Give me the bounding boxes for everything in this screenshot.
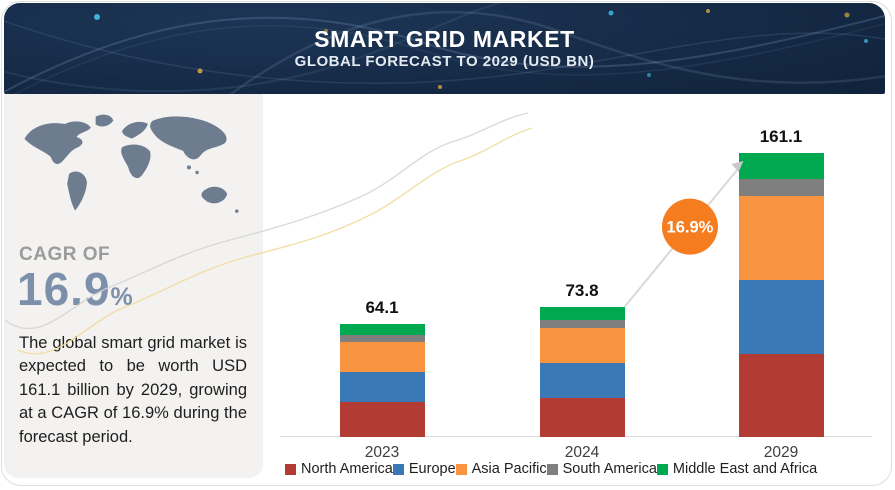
bar-segment-north-america xyxy=(339,401,425,437)
legend-label: North America xyxy=(301,461,393,477)
bar-segment-north-america xyxy=(539,398,625,437)
page-title: SMART GRID MARKET xyxy=(314,26,575,52)
page-subtitle: GLOBAL FORECAST TO 2029 (USD BN) xyxy=(294,53,595,70)
stacked-bar-2023 xyxy=(339,324,425,437)
bar-total-label: 73.8 xyxy=(565,280,599,300)
legend-item-middle-east-and-africa: Middle East and Africa xyxy=(656,461,818,477)
trend-line xyxy=(623,166,741,308)
market-summary-text: The global smart grid market is expected… xyxy=(19,334,247,446)
legend-label: Middle East and Africa xyxy=(672,461,818,477)
cagr-percent-sign: % xyxy=(110,283,133,311)
bar-segment-asia-pacific xyxy=(539,328,625,363)
legend-item-south-america: South America xyxy=(546,461,657,477)
chart-legend: North America Europe Asia Pacific South Ame… xyxy=(285,461,817,477)
bar-total-label: 161.1 xyxy=(759,127,803,146)
legend-item-europe: Europe xyxy=(392,461,456,477)
stacked-bar-chart: 64.1 73.8 161.1 16.9% xyxy=(263,100,890,437)
bar-segment-asia-pacific xyxy=(738,196,824,280)
world-map-icon xyxy=(23,114,240,214)
bar-segment-south-america xyxy=(339,335,425,343)
legend-label: South America xyxy=(562,461,657,477)
network-lines-decoration-icon xyxy=(4,3,885,94)
bar-total-label: 64.1 xyxy=(365,297,399,317)
legend-swatch-icon xyxy=(392,463,404,475)
bar-segment-europe xyxy=(539,362,625,399)
bar-segment-middle-east-and-africa xyxy=(539,306,625,321)
info-panel: CAGR OF 16.9% The global smart grid mark… xyxy=(4,94,263,478)
bar-segment-middle-east-and-africa xyxy=(738,153,824,179)
legend-swatch-icon xyxy=(656,463,668,475)
x-axis-label-2023: 2023 xyxy=(364,444,400,461)
legend-item-asia-pacific: Asia Pacific xyxy=(455,461,547,477)
bar-segment-asia-pacific xyxy=(339,342,425,373)
x-axis-label-2024: 2024 xyxy=(564,444,600,461)
legend-swatch-icon xyxy=(285,463,296,475)
bar-segment-south-america xyxy=(738,178,824,197)
stacked-bar-2024 xyxy=(539,306,625,437)
cagr-bubble-label: 16.9% xyxy=(667,219,714,237)
stacked-bar-2029 xyxy=(738,153,824,437)
legend-label: Asia Pacific xyxy=(471,461,547,477)
x-axis-label-2029: 2029 xyxy=(763,444,799,461)
legend-label: Europe xyxy=(408,461,456,477)
cagr-number: 16.9 xyxy=(17,263,111,315)
bar-segment-south-america xyxy=(539,320,625,329)
bar-segment-middle-east-and-africa xyxy=(339,324,425,336)
bar-segment-north-america xyxy=(738,354,824,437)
bar-segment-europe xyxy=(738,279,824,355)
legend-swatch-icon xyxy=(455,463,467,475)
legend-item-north-america: North America xyxy=(285,461,393,477)
cagr-value: 16.9% xyxy=(17,262,133,316)
bar-segment-europe xyxy=(339,372,425,402)
x-axis-labels: 2023 2024 2029 xyxy=(263,444,890,462)
legend-swatch-icon xyxy=(546,463,558,475)
header-banner: SMART GRID MARKET GLOBAL FORECAST TO 202… xyxy=(4,3,885,94)
cagr-bubble xyxy=(661,198,718,255)
